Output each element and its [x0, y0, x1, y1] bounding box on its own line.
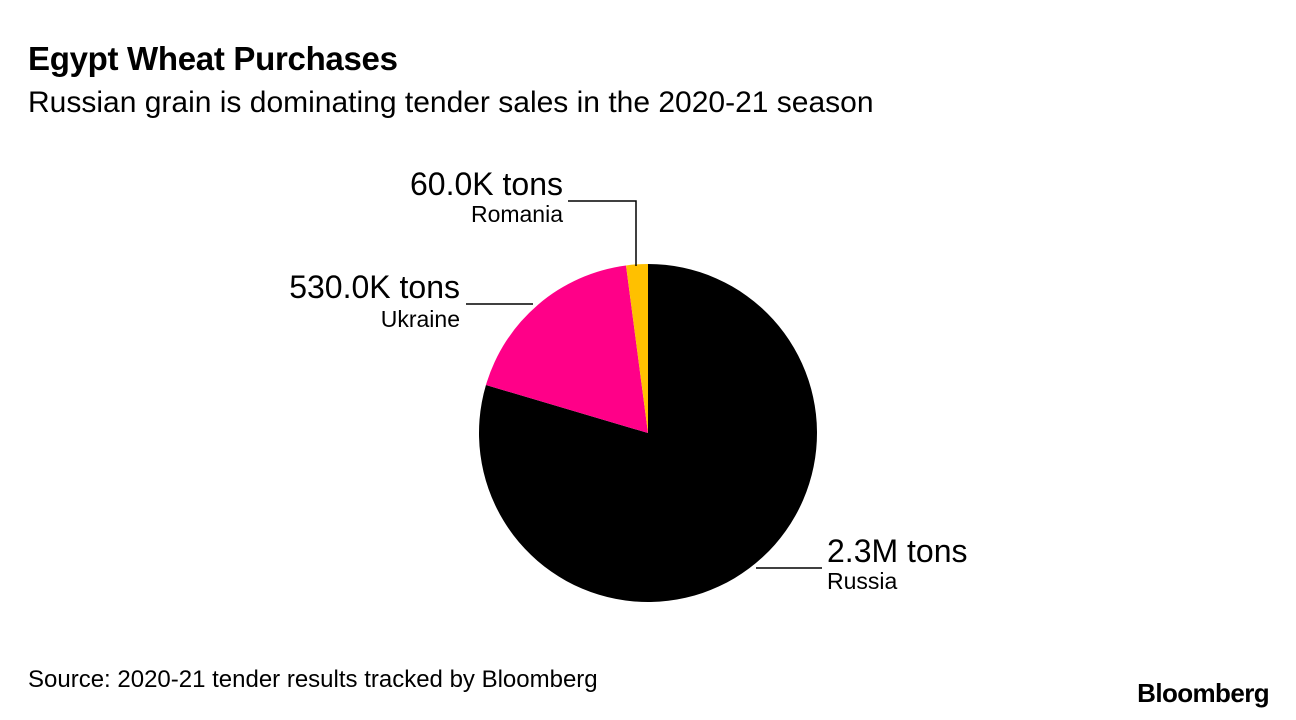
data-label-value-russia: 2.3M tons [827, 533, 968, 569]
chart-title: Egypt Wheat Purchases [28, 40, 398, 77]
pie-slice-ukraine [485, 265, 648, 433]
data-label-name-russia: Russia [827, 568, 898, 594]
source-note: Source: 2020-21 tender results tracked b… [28, 666, 598, 693]
pie-slice-russia [478, 264, 817, 603]
pie-slice-romania [626, 264, 648, 433]
data-label-value-romania: 60.0K tons [410, 166, 563, 202]
data-label-value-ukraine: 530.0K tons [289, 269, 460, 305]
leader-line-romania [568, 200, 637, 266]
data-label-name-romania: Romania [471, 201, 563, 227]
pie-slices [478, 264, 817, 603]
bloomberg-logo: Bloomberg [1137, 678, 1269, 708]
chart-subtitle: Russian grain is dominating tender sales… [28, 86, 874, 119]
data-label-name-ukraine: Ukraine [381, 306, 460, 332]
